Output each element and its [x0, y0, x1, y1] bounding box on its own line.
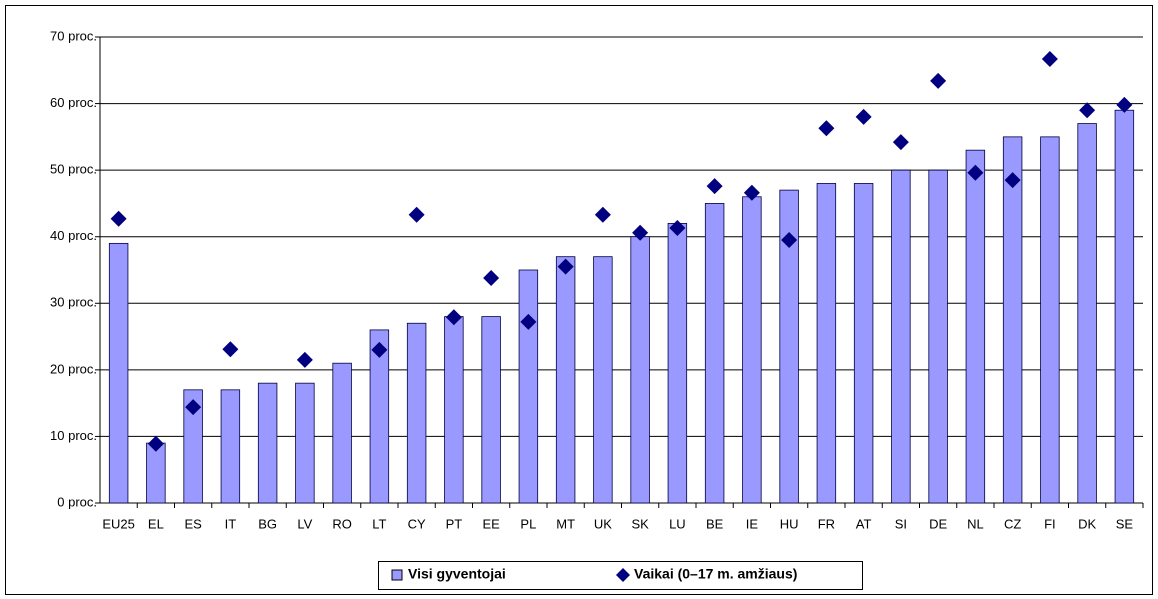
bar [891, 169, 911, 504]
y-tick-label: 50 proc. [50, 162, 97, 177]
bar [220, 389, 241, 504]
marker [557, 258, 574, 275]
bar [1077, 123, 1097, 504]
marker [594, 206, 611, 223]
y-tick-label: 70 proc. [50, 28, 97, 43]
legend-swatch [616, 568, 630, 582]
bar [555, 256, 576, 504]
marker [930, 72, 947, 89]
y-tick-label: 60 proc. [50, 95, 97, 110]
x-tick-label: UK [594, 516, 612, 531]
y-tick-label: 0 proc. [57, 494, 97, 509]
x-tick-label: EE [482, 516, 500, 531]
x-tick-label: ES [184, 516, 202, 531]
bar [1002, 136, 1023, 504]
bar [928, 169, 948, 504]
x-tick-label: BE [706, 516, 724, 531]
marker [1004, 172, 1021, 189]
bar [742, 196, 762, 504]
x-tick-label: SE [1116, 516, 1134, 531]
legend: Visi gyventojai Vaikai (0–17 m. amžiaus) [378, 561, 863, 590]
x-tick-label: DK [1078, 516, 1096, 531]
marker [110, 210, 127, 227]
bar [183, 389, 203, 504]
x-tick-label: SI [895, 516, 907, 531]
bar [853, 183, 874, 504]
x-tick-label: AT [856, 516, 872, 531]
marker [632, 224, 649, 241]
y-tick-label: 30 proc. [50, 295, 97, 310]
bar [518, 269, 539, 504]
marker [892, 134, 909, 151]
bar [1114, 109, 1135, 504]
marker [781, 232, 798, 249]
bar [667, 222, 688, 504]
x-tick-label: FR [818, 516, 835, 531]
bar [406, 322, 427, 504]
legend-label: Vaikai (0–17 m. amžiaus) [634, 566, 797, 582]
marker [818, 120, 835, 137]
y-tick-label: 20 proc. [50, 361, 97, 376]
marker [408, 206, 425, 223]
bar [1040, 136, 1060, 504]
marker [185, 399, 202, 416]
marker [1079, 102, 1096, 119]
y-tick-label: 40 proc. [50, 228, 97, 243]
x-tick-label: EL [148, 516, 164, 531]
x-tick-label: RO [332, 516, 352, 531]
marker [967, 164, 984, 181]
x-tick-label: PL [520, 516, 536, 531]
marker [222, 341, 239, 358]
x-tick-label: FI [1044, 516, 1056, 531]
bar [108, 242, 129, 504]
marker [371, 341, 388, 358]
x-tick-label: LT [372, 516, 386, 531]
bar [332, 362, 352, 504]
bar [444, 316, 464, 504]
y-tick-label: 10 proc. [50, 428, 97, 443]
bar [704, 203, 725, 504]
marker [855, 108, 872, 125]
bar [816, 183, 837, 504]
x-tick-label: LU [669, 516, 686, 531]
x-tick-label: LV [297, 516, 312, 531]
x-tick-label: HU [780, 516, 799, 531]
bar [257, 382, 278, 504]
marker [1116, 96, 1133, 113]
x-tick-label: CZ [1004, 516, 1021, 531]
marker [669, 220, 686, 237]
marker [296, 351, 313, 368]
x-tick-label: IT [225, 516, 237, 531]
x-tick-label: SK [631, 516, 649, 531]
bar [481, 316, 501, 504]
x-tick-label: IE [746, 516, 759, 531]
bar [779, 189, 799, 504]
bar [965, 149, 986, 504]
marker [520, 313, 537, 330]
bar [630, 236, 650, 504]
marker [1041, 50, 1058, 67]
x-tick-label: MT [556, 516, 575, 531]
bar [295, 382, 315, 504]
marker [147, 435, 164, 452]
x-tick-label: EU25 [102, 516, 135, 531]
x-tick-label: CY [408, 516, 426, 531]
marker [483, 269, 500, 286]
legend-label: Visi gyventojai [408, 566, 506, 582]
bar [146, 442, 166, 504]
marker [706, 178, 723, 195]
legend-swatch [391, 569, 403, 581]
x-tick-label: DE [929, 516, 947, 531]
x-tick-label: PT [446, 516, 463, 531]
bar [369, 329, 390, 504]
marker [743, 184, 760, 201]
x-tick-label: NL [967, 516, 984, 531]
bar [593, 256, 613, 504]
marker [445, 309, 462, 326]
x-tick-label: BG [258, 516, 277, 531]
